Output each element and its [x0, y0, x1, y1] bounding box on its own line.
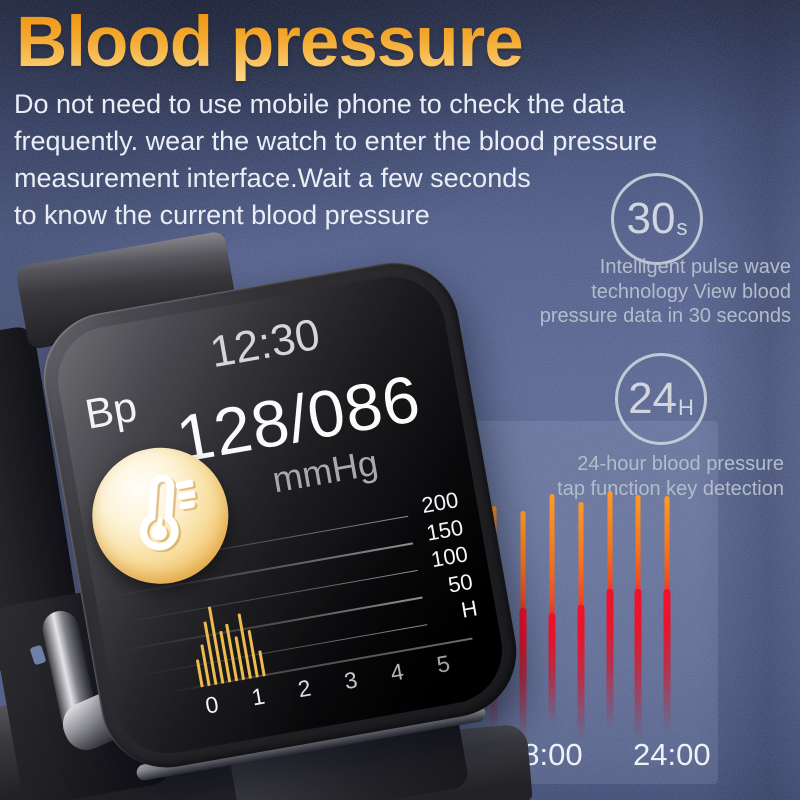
pulse-cluster — [187, 599, 266, 688]
thermometer-icon — [139, 474, 199, 551]
x-tick-label: 0 — [203, 690, 221, 719]
watch-bezel: 12:30 Bp 128/086 mmHg — [33, 252, 527, 778]
grid-label: H — [459, 595, 480, 623]
x-tick-label: 1 — [249, 682, 267, 711]
x-tick-label: 5 — [434, 649, 452, 678]
bp-mode-label: Bp — [81, 382, 141, 438]
x-tick-label: 3 — [342, 666, 360, 695]
watch-body: 12:30 Bp 128/086 mmHg — [14, 230, 527, 800]
watch-screen: 12:30 Bp 128/086 mmHg — [49, 268, 511, 762]
x-tick-label: 2 — [295, 674, 314, 703]
x-tick-label: 4 — [388, 658, 406, 686]
